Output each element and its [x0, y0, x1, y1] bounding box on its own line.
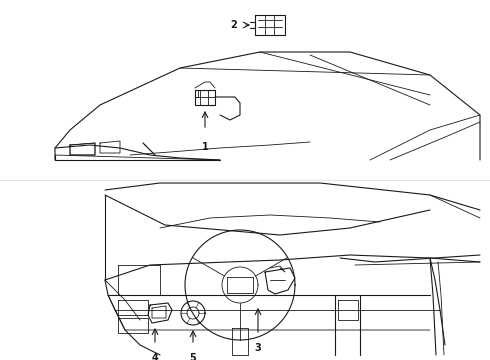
Text: 5: 5 — [190, 353, 196, 360]
Text: 3: 3 — [255, 343, 261, 353]
Text: 2: 2 — [230, 20, 237, 30]
Text: 1: 1 — [201, 142, 208, 152]
Text: 4: 4 — [151, 353, 158, 360]
